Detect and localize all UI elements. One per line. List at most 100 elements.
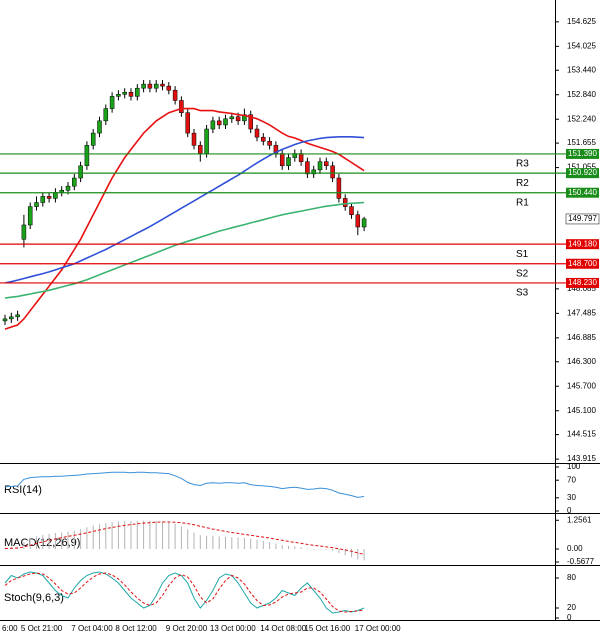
candle-body bbox=[355, 214, 361, 228]
candle-body bbox=[65, 185, 71, 191]
y-tick-label: -0.5677 bbox=[567, 557, 595, 566]
level-name: R1 bbox=[516, 197, 529, 208]
candle-body bbox=[210, 120, 216, 130]
x-tick-label: 8 Oct 12:00 bbox=[115, 624, 157, 633]
candle-body bbox=[235, 116, 241, 122]
rsi-title: RSI(14) bbox=[4, 484, 42, 496]
candle-body bbox=[311, 169, 316, 175]
candle-body bbox=[342, 198, 348, 207]
stoch-title: Stoch(9,6,3) bbox=[4, 592, 64, 604]
histogram-bar bbox=[111, 522, 113, 549]
histogram-bar bbox=[357, 548, 359, 560]
y-tick-label: 70 bbox=[567, 475, 576, 484]
histogram-bar bbox=[67, 531, 69, 549]
histogram-bar bbox=[130, 521, 132, 549]
y-tick-label: 145.100 bbox=[567, 406, 596, 415]
histogram-bar bbox=[105, 523, 107, 549]
indicator-line bbox=[4, 471, 365, 498]
level-name: R3 bbox=[516, 159, 529, 170]
candle-body bbox=[122, 92, 127, 95]
histogram-bar bbox=[155, 521, 157, 549]
x-tick-label: 17 Oct 00:00 bbox=[355, 624, 401, 633]
x-tick-label: 9 Oct 20:00 bbox=[166, 624, 208, 633]
y-tick-label: 0 bbox=[567, 506, 572, 515]
candle-body bbox=[97, 120, 102, 134]
histogram-bar bbox=[54, 532, 56, 549]
histogram-bar bbox=[306, 548, 308, 550]
y-tick-label: 1.2561 bbox=[567, 515, 592, 524]
y-tick-label: 143.915 bbox=[567, 454, 596, 463]
current-price-box bbox=[565, 213, 600, 225]
y-tick-label: 100 bbox=[567, 462, 581, 471]
candle-body bbox=[248, 114, 253, 130]
histogram-bar bbox=[262, 540, 264, 549]
candle-body bbox=[59, 190, 64, 193]
y-tick-label: 0.00 bbox=[567, 544, 583, 553]
candle-body bbox=[336, 177, 342, 199]
level-name: R2 bbox=[516, 178, 529, 189]
histogram-bar bbox=[325, 548, 327, 550]
y-tick-label: 151.655 bbox=[567, 138, 596, 147]
histogram-bar bbox=[180, 526, 182, 549]
histogram-bar bbox=[269, 542, 271, 549]
x-tick-label: 7 Oct 04:00 bbox=[71, 624, 113, 633]
candle-body bbox=[46, 196, 52, 199]
y-tick-label: 152.240 bbox=[567, 114, 596, 123]
indicator-line bbox=[4, 571, 365, 614]
histogram-bar bbox=[231, 537, 233, 549]
y-tick-label: 147.485 bbox=[567, 308, 596, 317]
level-price-box bbox=[566, 148, 599, 159]
histogram-bar bbox=[80, 529, 82, 549]
candle-body bbox=[330, 165, 335, 179]
histogram-bar bbox=[99, 524, 100, 549]
candle-body bbox=[305, 161, 310, 175]
candle-body bbox=[84, 145, 90, 167]
level-price-label: 148.230 bbox=[568, 278, 597, 287]
candle-body bbox=[229, 116, 235, 120]
candle-body bbox=[90, 132, 96, 146]
histogram-bar bbox=[313, 548, 315, 550]
histogram-bar bbox=[136, 520, 138, 549]
histogram-bar bbox=[332, 548, 334, 551]
histogram-bar bbox=[193, 532, 195, 549]
candle-body bbox=[109, 96, 115, 109]
histogram-bar bbox=[48, 533, 50, 549]
candle-body bbox=[267, 141, 272, 146]
candle-body bbox=[160, 83, 165, 87]
histogram-bar bbox=[218, 536, 220, 549]
histogram-bar bbox=[23, 542, 25, 549]
candle-body bbox=[78, 165, 83, 179]
indicator-line bbox=[4, 201, 365, 299]
candle-body bbox=[147, 83, 153, 89]
indicator-line bbox=[4, 521, 365, 555]
histogram-bar bbox=[338, 548, 340, 554]
histogram-bar bbox=[168, 522, 170, 549]
histogram-bar bbox=[225, 536, 226, 549]
histogram-bar bbox=[294, 546, 296, 549]
level-name: S3 bbox=[516, 288, 529, 299]
y-tick-label: 153.440 bbox=[567, 65, 596, 74]
y-tick-label: 146.885 bbox=[567, 333, 596, 342]
histogram-bar bbox=[351, 548, 352, 558]
candle-body bbox=[279, 153, 285, 167]
histogram-bar bbox=[149, 520, 151, 549]
level-price-label: 149.180 bbox=[568, 239, 597, 248]
candle-body bbox=[141, 83, 146, 89]
level-price-box bbox=[566, 168, 599, 179]
histogram-bar bbox=[250, 538, 252, 549]
candle-body bbox=[153, 83, 159, 89]
histogram-bar bbox=[73, 530, 75, 549]
candle-body bbox=[179, 100, 184, 113]
candle-body bbox=[72, 177, 77, 187]
macd-title: MACD(12,26,9) bbox=[4, 537, 80, 549]
current-price-label: 149.797 bbox=[568, 214, 597, 223]
level-price-box bbox=[566, 239, 599, 250]
candle-body bbox=[349, 206, 354, 216]
histogram-bar bbox=[281, 545, 283, 549]
candle-body bbox=[103, 108, 109, 122]
level-price-label: 148.700 bbox=[568, 259, 597, 268]
level-price-label: 150.440 bbox=[568, 188, 597, 197]
histogram-bar bbox=[187, 529, 189, 549]
candle-body bbox=[27, 206, 33, 226]
